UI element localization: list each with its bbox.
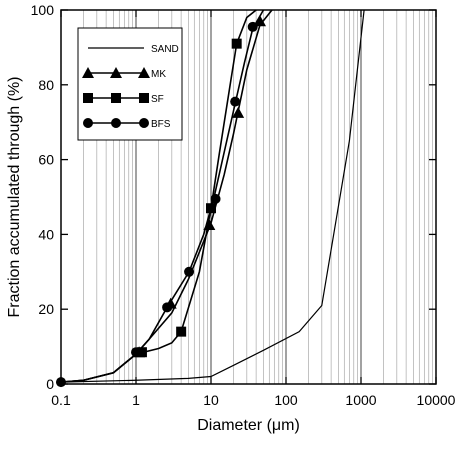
series-line-sand xyxy=(60,9,365,383)
legend-label-bfs: BFS xyxy=(151,119,171,130)
x-tick-label: 0.1 xyxy=(51,392,71,408)
legend-marker-bfs xyxy=(139,118,149,128)
legend-marker-sf xyxy=(139,93,149,103)
legend-marker-bfs xyxy=(111,118,121,128)
y-axis-label: Fraction accumulated through (%) xyxy=(6,77,23,318)
data-point-mk xyxy=(253,15,266,27)
data-point-bfs xyxy=(184,266,195,277)
y-tick-label: 60 xyxy=(38,152,54,168)
y-tick-label: 80 xyxy=(38,77,54,93)
series-sand xyxy=(60,9,365,383)
y-tick-label: 0 xyxy=(46,376,54,392)
y-tick-label: 20 xyxy=(38,301,54,317)
legend: SAND MK SF BFS xyxy=(77,27,183,141)
x-tick-label: 10 xyxy=(203,392,219,408)
legend-marker-mk xyxy=(82,67,94,78)
data-point-bfs xyxy=(210,193,221,204)
x-tick-label: 10000 xyxy=(417,392,456,408)
x-tick-label: 100 xyxy=(274,392,298,408)
legend-marker-bfs xyxy=(83,118,93,128)
legend-marker-sf xyxy=(83,93,93,103)
data-point-sf xyxy=(176,326,187,337)
x-tick-label: 1 xyxy=(132,392,140,408)
plot-frame xyxy=(60,9,437,385)
x-tick-label: 1000 xyxy=(345,392,376,408)
data-point-bfs xyxy=(230,96,241,107)
legend-label-sf: SF xyxy=(151,94,164,105)
legend-marker-sf xyxy=(111,93,121,103)
data-point-sf xyxy=(136,347,147,358)
data-point-mk xyxy=(232,106,245,118)
ticks: 0.1 1 10 100 1000 10000 0 20 40 60 80 100 xyxy=(31,2,456,408)
data-point-bfs xyxy=(162,302,173,313)
data-point-bfs xyxy=(247,21,258,32)
legend-label-mk: MK xyxy=(151,69,166,80)
legend-marker-mk xyxy=(110,67,122,78)
series-bfs xyxy=(56,9,265,388)
series-line-bfs xyxy=(60,9,265,383)
legend-marker-mk xyxy=(138,67,150,78)
data-point-bfs xyxy=(131,347,141,358)
y-tick-label: 100 xyxy=(31,2,55,18)
data-point-sf xyxy=(231,38,242,49)
x-axis-label: Diameter (μm) xyxy=(197,417,300,434)
y-tick-label: 40 xyxy=(38,226,54,242)
legend-box xyxy=(77,27,183,141)
series-layer xyxy=(56,9,365,388)
legend-label-sand: SAND xyxy=(151,44,179,55)
